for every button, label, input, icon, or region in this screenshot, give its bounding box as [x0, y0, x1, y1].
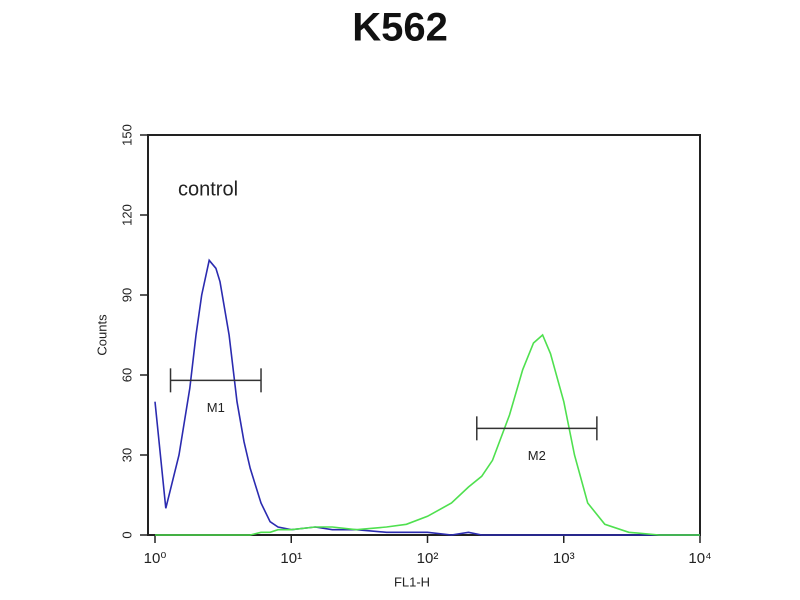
y-tick-label: 90	[119, 288, 134, 302]
chart-title: K562	[352, 6, 448, 50]
y-axis-label: Counts	[94, 314, 109, 356]
y-tick-label: 60	[119, 368, 134, 382]
y-tick-label: 30	[119, 448, 134, 462]
x-tick-label: 10³	[553, 550, 575, 567]
y-tick-label: 150	[119, 124, 134, 146]
gate-label: M1	[207, 400, 225, 415]
x-tick-label: 10⁰	[144, 550, 167, 567]
annotation: control	[178, 178, 238, 200]
y-tick-label: 120	[119, 204, 134, 226]
plot-frame	[147, 134, 701, 536]
y-tick-label: 0	[119, 531, 134, 538]
x-tick-label: 10⁴	[688, 550, 711, 567]
x-axis-label: FL1-H	[394, 574, 430, 589]
histogram-line	[155, 333, 700, 536]
gate-label: M2	[528, 448, 546, 463]
x-tick-label: 10²	[417, 550, 439, 567]
histogram-line	[154, 258, 700, 536]
x-tick-label: 10¹	[280, 550, 302, 567]
